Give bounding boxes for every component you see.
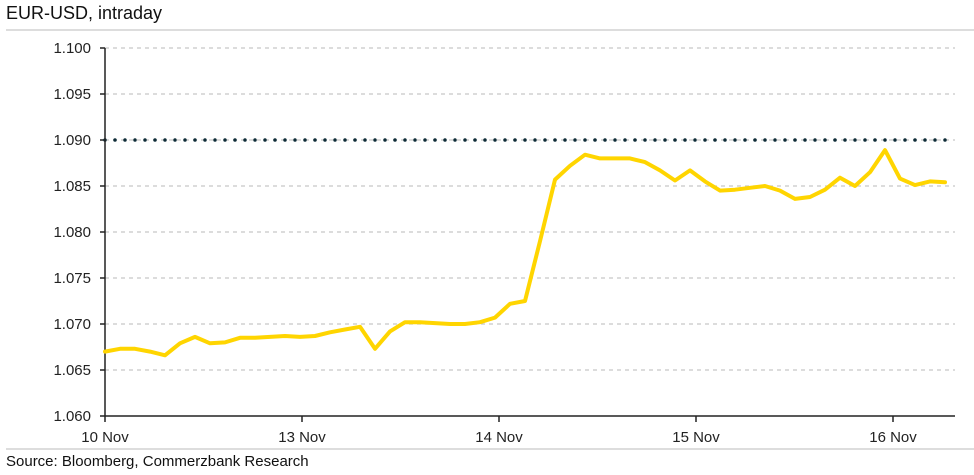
y-tick-label: 1.085 xyxy=(53,178,91,195)
y-tick-label: 1.090 xyxy=(53,132,91,149)
x-tick-label: 10 Nov xyxy=(81,429,129,446)
y-tick-label: 1.095 xyxy=(53,86,91,103)
x-tick-label: 14 Nov xyxy=(475,429,523,446)
chart-source: Source: Bloomberg, Commerzbank Research xyxy=(6,453,309,470)
y-tick-label: 1.065 xyxy=(53,362,91,379)
y-tick-label: 1.080 xyxy=(53,224,91,241)
y-tick-label: 1.060 xyxy=(53,408,91,425)
y-tick-label: 1.070 xyxy=(53,316,91,333)
x-tick-label: 13 Nov xyxy=(278,429,326,446)
x-tick-label: 16 Nov xyxy=(869,429,917,446)
y-tick-label: 1.075 xyxy=(53,270,91,287)
x-tick-label: 15 Nov xyxy=(672,429,720,446)
chart-title: EUR-USD, intraday xyxy=(6,3,163,23)
y-tick-label: 1.100 xyxy=(53,40,91,57)
